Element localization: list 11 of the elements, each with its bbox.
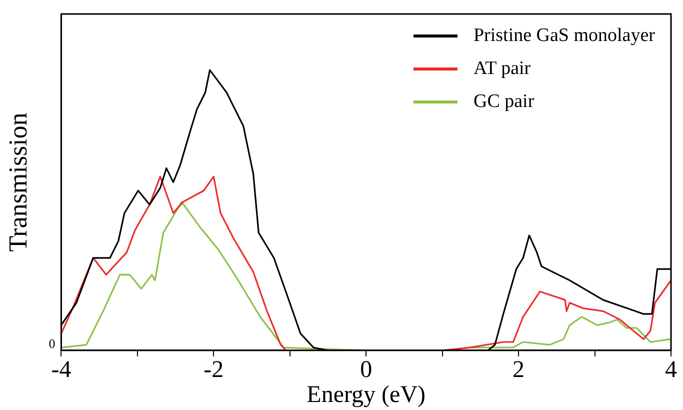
text: 0 [48, 336, 56, 351]
y-axis-title: Transmission [3, 112, 32, 252]
legend-label: GC pair [473, 90, 535, 112]
legend-label: Pristine GaS monolayer [473, 24, 656, 46]
x-tick-label: 0 [360, 357, 372, 384]
x-tick-label: -4 [51, 357, 72, 384]
x-axis-title: Energy (eV) [306, 382, 426, 408]
x-tick-label: 2 [512, 357, 525, 384]
x-tick-label: 4 [665, 357, 677, 384]
x-tick-label: -2 [204, 357, 224, 384]
legend-label: AT pair [473, 58, 532, 79]
